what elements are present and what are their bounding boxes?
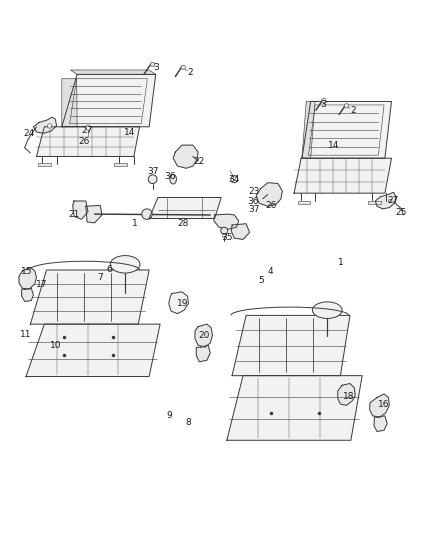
Polygon shape bbox=[169, 292, 188, 313]
Text: 11: 11 bbox=[20, 330, 32, 338]
Circle shape bbox=[389, 199, 392, 203]
Polygon shape bbox=[294, 158, 392, 193]
Text: 3: 3 bbox=[320, 100, 326, 109]
Text: 18: 18 bbox=[343, 392, 355, 401]
Polygon shape bbox=[62, 79, 77, 127]
Text: 25: 25 bbox=[396, 208, 407, 217]
Ellipse shape bbox=[312, 302, 342, 318]
Polygon shape bbox=[374, 416, 387, 432]
Polygon shape bbox=[227, 376, 362, 440]
Text: 15: 15 bbox=[21, 267, 33, 276]
Text: 36: 36 bbox=[164, 173, 175, 182]
Polygon shape bbox=[173, 145, 198, 168]
Text: 2: 2 bbox=[188, 68, 194, 77]
Circle shape bbox=[231, 176, 238, 183]
Text: 22: 22 bbox=[194, 157, 205, 166]
Circle shape bbox=[150, 62, 155, 67]
Polygon shape bbox=[36, 127, 140, 157]
Text: 21: 21 bbox=[68, 211, 80, 220]
Text: 9: 9 bbox=[166, 411, 172, 421]
Polygon shape bbox=[302, 101, 315, 158]
Circle shape bbox=[181, 65, 185, 70]
Ellipse shape bbox=[110, 256, 140, 273]
Text: 8: 8 bbox=[186, 418, 191, 427]
Circle shape bbox=[142, 209, 152, 220]
Text: 5: 5 bbox=[258, 276, 264, 285]
Circle shape bbox=[85, 125, 91, 130]
Polygon shape bbox=[214, 214, 239, 229]
Polygon shape bbox=[26, 324, 160, 376]
Bar bbox=[368, 200, 381, 204]
Text: 2: 2 bbox=[351, 106, 356, 115]
Text: 10: 10 bbox=[49, 342, 61, 351]
Bar bbox=[38, 163, 51, 166]
Text: 20: 20 bbox=[198, 331, 209, 340]
Circle shape bbox=[148, 175, 157, 183]
Text: 1: 1 bbox=[338, 257, 343, 266]
Polygon shape bbox=[71, 70, 155, 75]
Text: 37: 37 bbox=[248, 205, 260, 214]
Text: 14: 14 bbox=[124, 127, 135, 136]
Polygon shape bbox=[149, 198, 221, 219]
Text: 37: 37 bbox=[147, 167, 159, 176]
Text: 6: 6 bbox=[106, 265, 112, 274]
Polygon shape bbox=[338, 384, 355, 405]
Circle shape bbox=[321, 99, 326, 103]
Bar bbox=[297, 200, 310, 204]
Polygon shape bbox=[19, 268, 36, 289]
Text: 17: 17 bbox=[36, 280, 48, 289]
Polygon shape bbox=[62, 75, 155, 127]
Text: 35: 35 bbox=[221, 233, 233, 242]
Polygon shape bbox=[21, 288, 33, 302]
Text: 23: 23 bbox=[248, 187, 260, 196]
Polygon shape bbox=[33, 117, 57, 133]
Text: 19: 19 bbox=[177, 299, 189, 308]
Text: 34: 34 bbox=[229, 175, 240, 184]
Text: 1: 1 bbox=[132, 219, 138, 228]
Polygon shape bbox=[375, 192, 396, 209]
Polygon shape bbox=[86, 205, 102, 223]
Polygon shape bbox=[30, 270, 149, 324]
Polygon shape bbox=[232, 316, 350, 376]
Text: 27: 27 bbox=[81, 126, 93, 135]
Polygon shape bbox=[231, 224, 250, 239]
Polygon shape bbox=[302, 101, 392, 158]
Text: 16: 16 bbox=[378, 400, 390, 408]
Text: 28: 28 bbox=[177, 219, 189, 228]
Circle shape bbox=[344, 103, 349, 108]
Text: 24: 24 bbox=[24, 129, 35, 138]
Circle shape bbox=[223, 234, 226, 238]
Text: 26: 26 bbox=[266, 201, 277, 210]
Polygon shape bbox=[370, 394, 389, 417]
Text: 4: 4 bbox=[268, 267, 273, 276]
Polygon shape bbox=[73, 201, 88, 220]
Polygon shape bbox=[256, 183, 283, 206]
Text: 27: 27 bbox=[387, 196, 399, 205]
Text: 36: 36 bbox=[247, 197, 258, 206]
Polygon shape bbox=[196, 345, 210, 362]
Bar bbox=[114, 163, 127, 166]
Polygon shape bbox=[195, 324, 212, 348]
Text: 26: 26 bbox=[79, 137, 90, 146]
Ellipse shape bbox=[170, 174, 177, 184]
Circle shape bbox=[221, 227, 228, 234]
Text: 14: 14 bbox=[328, 141, 339, 150]
Text: 3: 3 bbox=[153, 63, 159, 72]
Text: 7: 7 bbox=[97, 273, 103, 282]
Circle shape bbox=[47, 124, 52, 128]
